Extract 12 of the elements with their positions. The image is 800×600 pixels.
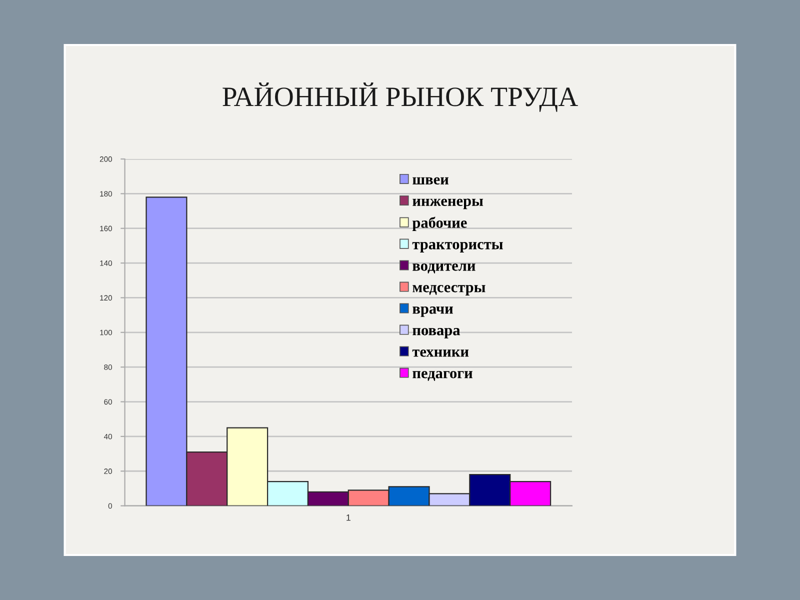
legend-label: рабочие [412, 216, 467, 231]
legend-label: врачи [412, 306, 453, 317]
legend-label: трактористы [412, 242, 503, 252]
legend-label: инженеры [412, 198, 484, 210]
x-tick-label: 1 [346, 514, 350, 521]
legend-label: медсестры [412, 284, 486, 296]
chart-title: РАЙОННЫЙ РЫНОК ТРУДА [222, 82, 578, 112]
legend-label: техники [412, 349, 469, 357]
legend-label: швеи [412, 177, 449, 185]
legend-label: водители [412, 263, 476, 274]
legend-label: педагоги [412, 370, 472, 381]
legend-label: повара [412, 328, 460, 338]
